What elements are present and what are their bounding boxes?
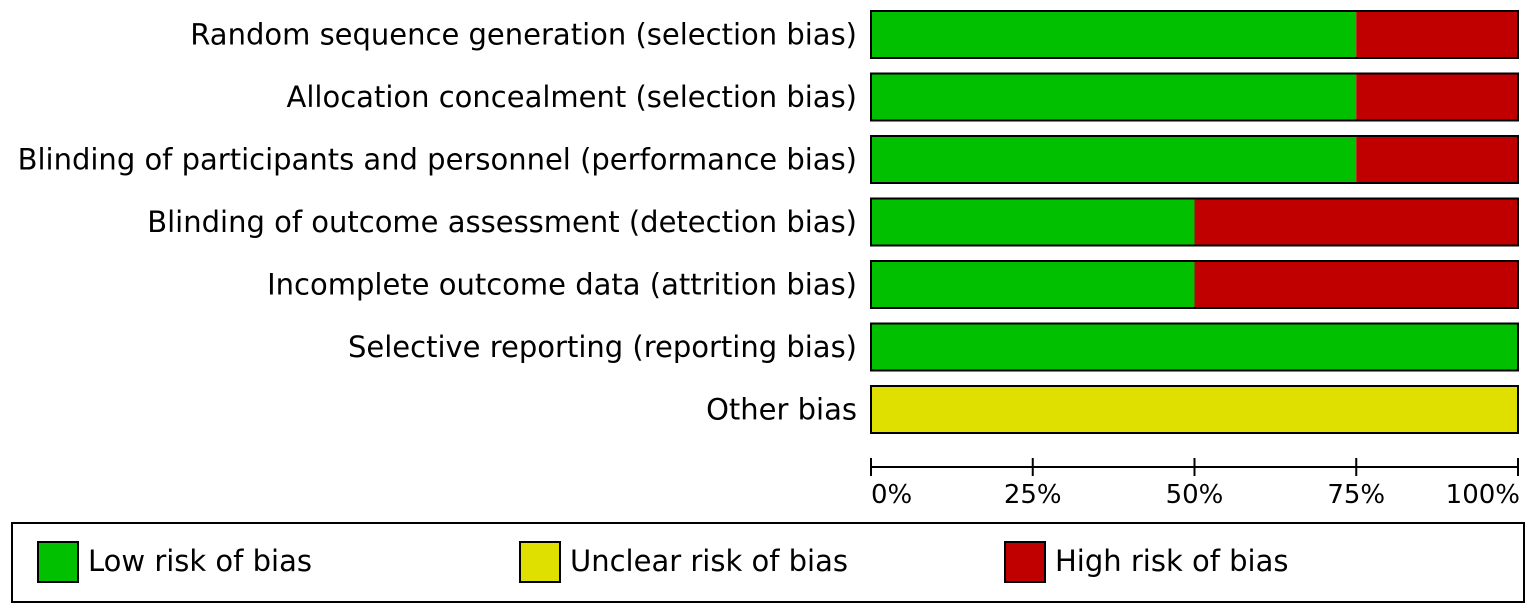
bar-outline-1 <box>870 10 1519 59</box>
x-tick-label-75: 75% <box>1327 480 1385 510</box>
x-axis: 0% 25% 50% 75% 100% <box>870 458 1520 510</box>
legend-swatch-high-risk-of-bias <box>1004 541 1046 583</box>
bar-high-risk-of-bias-1 <box>1356 11 1518 58</box>
bar-outline-7 <box>870 385 1519 434</box>
legend-label-high-risk-of-bias: High risk of bias <box>1055 544 1289 578</box>
legend-label-low-risk-of-bias: Low risk of bias <box>88 544 312 578</box>
x-tick-label-25: 25% <box>1004 480 1062 510</box>
bar-outline-3 <box>870 135 1519 184</box>
category-label-random-sequence-generation-selection-bias: Random sequence generation (selection bi… <box>190 18 857 52</box>
bar-outline-6 <box>870 322 1519 372</box>
bar-low-risk-of-bias-6 <box>871 323 1518 371</box>
x-tick-label-50: 50% <box>1166 480 1224 510</box>
legend-box <box>11 522 1525 603</box>
category-label-blinding-of-participants-and-personnel-performance-bias: Blinding of participants and personnel (… <box>18 143 857 177</box>
bar-high-risk-of-bias-2 <box>1356 73 1518 121</box>
category-label-blinding-of-outcome-assessment-detection-bias: Blinding of outcome assessment (detectio… <box>147 205 857 239</box>
legend-label-unclear-risk-of-bias: Unclear risk of bias <box>570 544 848 578</box>
legend-swatch-low-risk-of-bias <box>37 541 79 583</box>
bar-outline-4 <box>870 197 1519 247</box>
bars <box>870 10 1519 434</box>
category-label-other-bias: Other bias <box>706 393 857 427</box>
category-label-selective-reporting-reporting-bias: Selective reporting (reporting bias) <box>348 330 857 364</box>
category-label-incomplete-outcome-data-attrition-bias: Incomplete outcome data (attrition bias) <box>267 268 857 302</box>
bar-low-risk-of-bias-3 <box>871 136 1357 183</box>
bar-low-risk-of-bias-1 <box>871 11 1357 58</box>
bar-low-risk-of-bias-4 <box>871 198 1195 246</box>
bar-high-risk-of-bias-5 <box>1194 261 1518 308</box>
legend: Low risk of bias Unclear risk of bias High… <box>11 522 1525 603</box>
bar-outline-2 <box>870 72 1519 122</box>
category-labels: Random sequence generation (selection bi… <box>18 18 857 427</box>
x-tick-label-0: 0% <box>871 480 912 510</box>
bar-high-risk-of-bias-3 <box>1356 136 1518 183</box>
bar-low-risk-of-bias-2 <box>871 73 1357 121</box>
bar-high-risk-of-bias-4 <box>1194 198 1518 246</box>
x-tick-label-100: 100% <box>1446 480 1520 510</box>
bar-unclear-risk-of-bias-7 <box>871 386 1518 433</box>
legend-swatch-unclear-risk-of-bias <box>519 541 561 583</box>
bar-low-risk-of-bias-5 <box>871 261 1195 308</box>
category-label-allocation-concealment-selection-bias: Allocation concealment (selection bias) <box>287 80 857 114</box>
bar-outline-5 <box>870 260 1519 309</box>
